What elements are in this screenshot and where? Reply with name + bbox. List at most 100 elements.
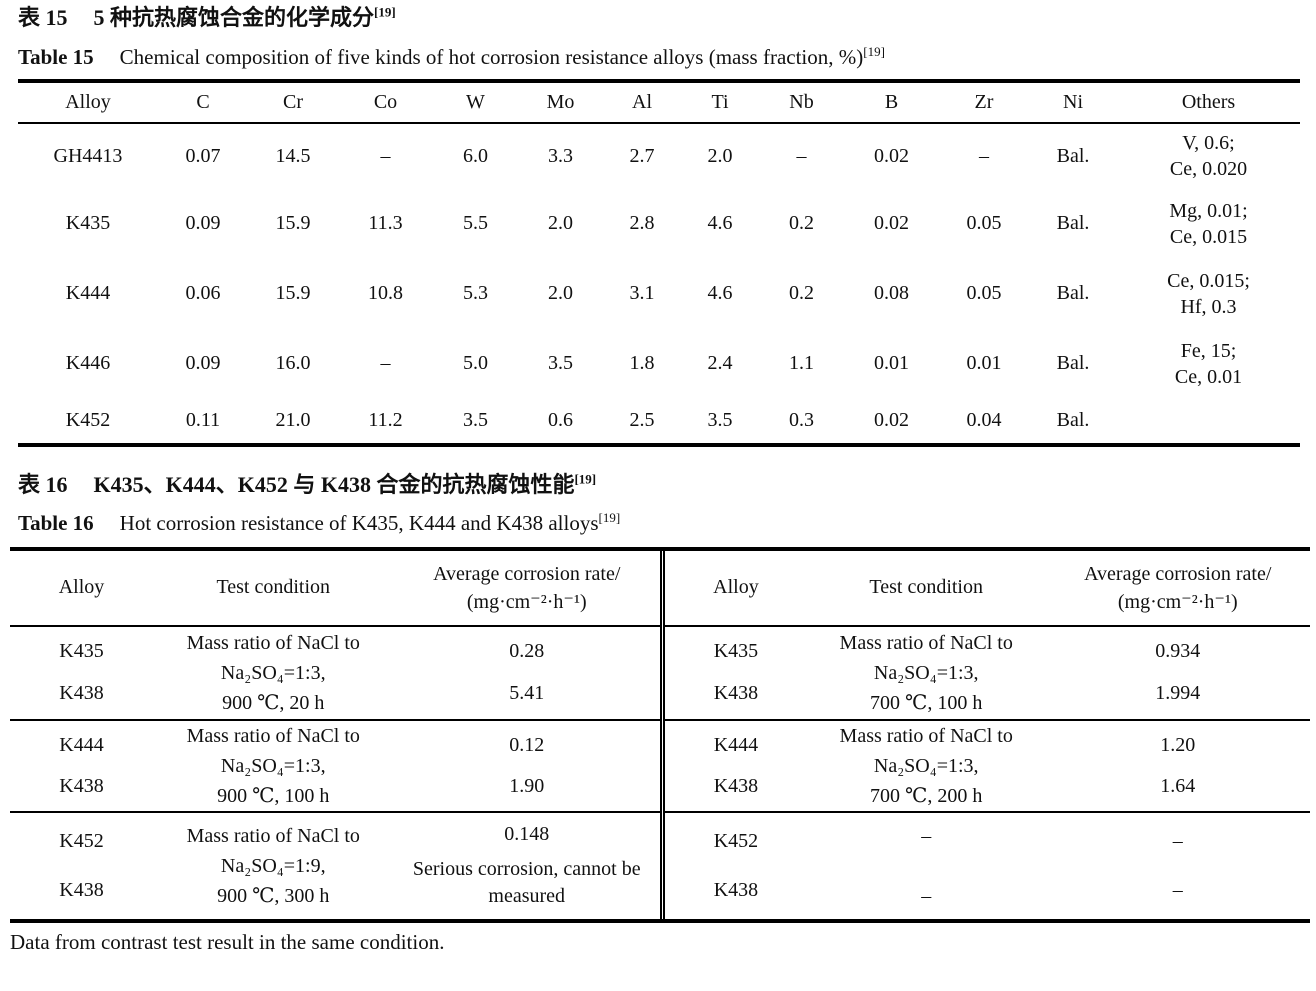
- cell-alloy: K435: [65, 212, 111, 235]
- column-header-alloy: Alloy: [65, 90, 111, 113]
- cell-ti: 2.4: [707, 352, 733, 375]
- cell-c: 0.11: [185, 409, 221, 432]
- table16-caption-zh-text: K435、K444、K452 与 K438 合金的抗热腐蚀性能: [93, 471, 575, 497]
- table16-left-half: Alloy Test condition Average corrosion r…: [10, 551, 660, 919]
- cell-others: [1117, 399, 1300, 445]
- table16-right-header: Alloy Test condition Average corrosion r…: [665, 551, 1310, 627]
- table-row-k446: K446 0.09 16.0 – 5.0 3.5 1.8 2.4 1.1 0.0…: [18, 329, 1300, 399]
- cell-alloy: GH4413: [53, 144, 123, 167]
- cell-cr: 16.0: [275, 352, 311, 375]
- group-rates: 1.20 1.64: [1046, 721, 1310, 811]
- column-header-nb: Nb: [789, 90, 814, 113]
- column-header-b: B: [884, 90, 899, 113]
- cell-mo: 0.6: [548, 409, 573, 432]
- column-header-w: W: [466, 90, 485, 113]
- test-condition: Mass ratio of NaCl to Na₂SO₄=1:3, 900 ℃,…: [186, 631, 360, 714]
- table16-left-group-3: K452 K438 Mass ratio of NaCl to Na₂SO₄=1…: [10, 810, 660, 919]
- cell-zr: 0.04: [966, 409, 1002, 432]
- column-header-alloy: Alloy: [713, 576, 759, 598]
- test-condition: Mass ratio of NaCl to Na₂SO₄=1:3, 700 ℃,…: [839, 724, 1013, 807]
- table16-right-group-2: K444 K438 Mass ratio of NaCl to Na₂SO₄=1…: [665, 718, 1310, 811]
- table15-header: Alloy C Cr Co W Mo Al Ti Nb B Zr Ni Othe…: [18, 81, 1300, 123]
- cell-w: 6.0: [463, 144, 488, 167]
- cell-zr: 0.05: [966, 282, 1002, 305]
- group-rates: 0.12 1.90: [394, 721, 661, 811]
- cell-others: V, 0.6; Ce, 0.020: [1169, 132, 1248, 181]
- table16-right-group-1: K435 K438 Mass ratio of NaCl to Na₂SO₄=1…: [665, 627, 1310, 719]
- group-alloys: K435 K438: [10, 627, 153, 719]
- cell-w: 5.3: [463, 282, 488, 305]
- cell-al: 2.8: [629, 212, 655, 235]
- table16-caption-en: Table 16 Hot corrosion resistance of K435…: [18, 510, 1300, 536]
- cell-b: 0.02: [874, 144, 909, 167]
- table16-left-group-2: K444 K438 Mass ratio of NaCl to Na₂SO₄=1…: [10, 718, 661, 811]
- alloy-label: K452: [713, 829, 759, 852]
- column-header-mo: Mo: [546, 90, 575, 113]
- cell-c: 0.07: [185, 144, 221, 167]
- cell-co: 11.2: [368, 409, 403, 432]
- alloy-label: K444: [59, 733, 104, 756]
- corrosion-rate: 0.934: [1155, 640, 1201, 662]
- alloy-label: K438: [59, 682, 104, 704]
- cell-cr: 21.0: [275, 409, 311, 432]
- cell-nb: 0.2: [789, 212, 814, 235]
- table15-caption-zh-ref: [19]: [374, 4, 396, 20]
- test-condition: Mass ratio of NaCl to Na₂SO₄=1:9, 900 ℃,…: [186, 824, 360, 907]
- cell-nb: 1.1: [789, 352, 814, 375]
- table16-caption-en-label: Table 16: [18, 511, 94, 536]
- group-rates: 0.28 5.41: [394, 627, 661, 719]
- table15-caption-en-label: Table 15: [18, 44, 94, 69]
- corrosion-rate: –: [1172, 878, 1183, 901]
- corrosion-rate: –: [1172, 829, 1183, 852]
- cell-al: 1.8: [629, 352, 655, 375]
- test-condition: – –: [921, 824, 932, 907]
- cell-cr: 15.9: [275, 282, 311, 305]
- cell-w: 3.5: [463, 409, 488, 432]
- corrosion-rate: 0.148: [504, 822, 550, 845]
- cell-ti: 2.0: [707, 144, 733, 167]
- column-header-cr: Cr: [283, 90, 303, 113]
- cell-cr: 15.9: [275, 212, 311, 235]
- table16-footnote: Data from contrast test result in the sa…: [10, 929, 445, 954]
- cell-zr: 0.01: [966, 352, 1002, 375]
- table16-caption-en-ref: [19]: [598, 510, 621, 526]
- cell-al: 2.5: [629, 409, 655, 432]
- group-alloys: K444 K438: [10, 721, 153, 811]
- cell-ti: 3.5: [707, 409, 733, 432]
- group-alloys: K435 K438: [665, 627, 807, 719]
- cell-c: 0.09: [185, 212, 221, 235]
- cell-ni: Bal.: [1056, 144, 1090, 167]
- cell-al: 3.1: [629, 282, 655, 305]
- cell-zr: 0.05: [966, 212, 1002, 235]
- column-header-corrosion-rate: Average corrosion rate/ (mg·cm⁻²·h⁻¹): [433, 562, 621, 613]
- alloy-label: K438: [59, 774, 104, 797]
- table15-caption-zh-text: 5 种抗热腐蚀合金的化学成分: [93, 5, 375, 30]
- cell-co: –: [380, 352, 391, 375]
- table16-caption-zh-ref: [19]: [574, 471, 597, 487]
- cell-zr: –: [979, 144, 989, 167]
- cell-w: 5.0: [463, 352, 488, 375]
- table15-caption-en-ref: [19]: [863, 43, 885, 59]
- table-row-k444: K444 0.06 15.9 10.8 5.3 2.0 3.1 4.6 0.2 …: [18, 259, 1300, 329]
- alloy-label: K438: [713, 682, 759, 704]
- alloy-label: K438: [59, 878, 104, 901]
- table15: Alloy C Cr Co W Mo Al Ti Nb B Zr Ni Othe…: [18, 78, 1300, 447]
- cell-co: 10.8: [368, 282, 403, 305]
- test-condition: Mass ratio of NaCl to Na₂SO₄=1:3, 900 ℃,…: [186, 724, 360, 807]
- cell-b: 0.02: [874, 212, 909, 235]
- cell-mo: 2.0: [548, 212, 573, 235]
- corrosion-rate: 1.64: [1160, 774, 1196, 797]
- column-header-ni: Ni: [1063, 90, 1083, 113]
- table-row-k435: K435 0.09 15.9 11.3 5.5 2.0 2.8 4.6 0.2 …: [18, 189, 1300, 259]
- column-header-ti: Ti: [711, 90, 729, 113]
- table-row-k452: K452 0.11 21.0 11.2 3.5 0.6 2.5 3.5 0.3 …: [18, 399, 1300, 445]
- table16-right-half: Alloy Test condition Average corrosion r…: [660, 550, 1310, 919]
- table15-caption-en: Table 15 Chemical composition of five kin…: [18, 44, 1300, 70]
- column-header-co: Co: [373, 90, 398, 113]
- column-header-zr: Zr: [974, 90, 994, 113]
- table16-caption-en-text: Hot corrosion resistance of K435, K444 a…: [119, 511, 599, 536]
- corrosion-rate: 0.28: [509, 640, 545, 662]
- cell-b: 0.02: [874, 409, 909, 432]
- cell-others: Ce, 0.015; Hf, 0.3: [1167, 269, 1250, 318]
- cell-ti: 4.6: [707, 282, 733, 305]
